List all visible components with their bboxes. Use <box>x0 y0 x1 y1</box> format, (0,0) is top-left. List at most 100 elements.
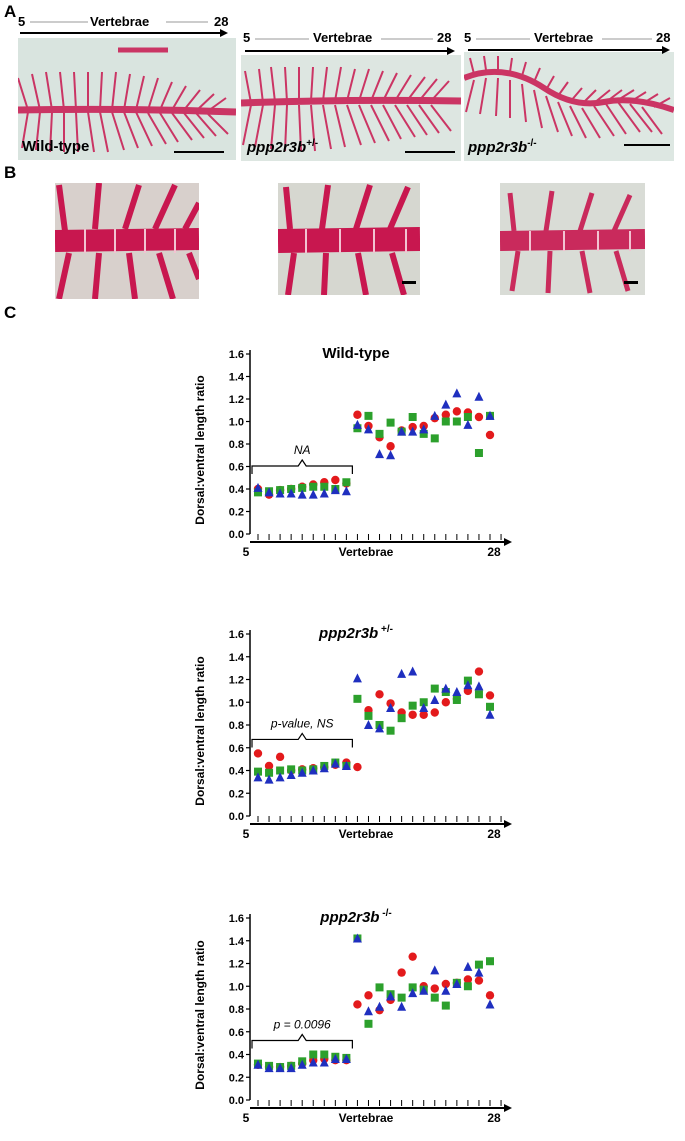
data-point-circle <box>474 667 484 676</box>
chart-title: Wild-type <box>322 345 389 362</box>
closeup-homozygous <box>500 183 645 295</box>
data-point-triangle <box>408 666 418 676</box>
data-point-circle <box>264 761 274 771</box>
data-point-triangle <box>363 1006 373 1016</box>
y-tick-label: 0.8 <box>229 720 244 732</box>
data-point-square <box>430 434 439 443</box>
data-point-circle <box>485 991 495 1000</box>
data-point-triangle <box>452 978 462 988</box>
data-point-square <box>386 418 395 427</box>
data-point-circle <box>485 430 495 440</box>
scale-bar <box>174 151 224 153</box>
data-point-circle <box>441 979 451 989</box>
data-point-square <box>474 449 483 457</box>
data-point-square <box>364 411 373 420</box>
y-tick-label: 1.2 <box>229 394 244 406</box>
closeup-wild-type <box>55 183 199 299</box>
data-point-triangle <box>363 424 373 434</box>
photo-label-heterozygous: ppp2r3b+/- <box>247 138 319 156</box>
data-point-triangle <box>253 482 263 492</box>
y-tick-label: 0.6 <box>229 462 244 474</box>
data-point-square <box>397 993 406 1002</box>
data-point-triangle <box>485 999 495 1009</box>
data-point-triangle <box>319 488 329 498</box>
y-tick-label: 1.6 <box>229 913 244 925</box>
y-tick-label: 0.6 <box>229 743 244 755</box>
data-point-circle <box>253 749 263 758</box>
y-tick-label: 0.8 <box>229 1004 244 1016</box>
data-point-triangle <box>264 487 274 497</box>
data-point-square <box>452 695 461 704</box>
data-point-triangle <box>474 391 484 401</box>
x-axis-arrowhead <box>504 1104 512 1112</box>
axis-end-label: 28 <box>656 30 671 45</box>
axis-start-label: 5 <box>243 30 251 45</box>
axis-end-label: 28 <box>437 30 452 45</box>
photo-homozygous: ppp2r3b-/- <box>464 52 674 161</box>
y-tick-label: 0.6 <box>229 1027 244 1039</box>
data-point-circle <box>408 710 417 719</box>
x-axis-arrowhead <box>504 538 512 546</box>
data-point-triangle <box>275 488 285 498</box>
bracket-label: p-value, NS <box>270 716 334 730</box>
data-point-triangle <box>419 985 429 995</box>
photo-label-homozygous: ppp2r3b-/- <box>468 138 537 156</box>
data-point-square <box>430 993 439 1002</box>
data-point-circle <box>275 752 285 762</box>
data-point-circle <box>386 442 395 451</box>
data-point-triangle <box>264 1063 274 1073</box>
data-point-triangle <box>474 681 484 691</box>
data-point-triangle <box>474 967 484 977</box>
data-point-circle <box>463 975 473 984</box>
data-point-triangle <box>430 965 440 975</box>
data-point-square <box>276 766 285 775</box>
x-axis-arrowhead <box>504 820 512 828</box>
chart-heterozygous: 0.0 0.2 0.4 0.6 0.8 1.0 1.2 1.4 1.6 Dorsal:ventra… <box>190 620 520 852</box>
y-tick-label: 1.0 <box>229 697 244 709</box>
y-tick-label: 0.2 <box>229 507 244 519</box>
vertebrae-axis-a1: 5 Vertebrae 28 <box>18 10 236 38</box>
closeup-image-wild-type <box>55 183 199 299</box>
data-point-triangle <box>319 1057 329 1067</box>
data-point-triangle <box>253 1059 263 1069</box>
x-axis-start-label: 5 <box>243 545 250 559</box>
data-point-triangle <box>330 485 340 495</box>
data-point-triangle <box>452 687 462 697</box>
skeleton-image-wild-type <box>18 38 236 160</box>
data-point-square <box>441 1001 450 1010</box>
data-point-triangle <box>352 673 362 683</box>
data-point-square <box>309 1050 318 1059</box>
data-point-triangle <box>485 709 495 719</box>
data-point-square <box>408 701 417 710</box>
axis-arrow <box>245 38 455 55</box>
data-point-triangle <box>253 772 263 782</box>
data-point-triangle <box>386 991 396 1001</box>
x-axis-end-label: 28 <box>487 1111 501 1125</box>
data-point-square <box>474 960 483 969</box>
data-point-circle <box>441 698 451 707</box>
chart-title: ppp2r3b +/- <box>318 624 393 642</box>
y-tick-label: 1.4 <box>229 372 245 384</box>
data-point-triangle <box>463 419 473 429</box>
data-point-square <box>375 983 384 992</box>
chart-homozygous: 0.0 0.2 0.4 0.6 0.8 1.0 1.2 1.4 1.6 Dorsal:ventra… <box>190 904 520 1136</box>
data-point-triangle <box>319 763 329 773</box>
data-point-square <box>486 957 494 966</box>
data-point-triangle <box>341 1054 351 1064</box>
y-axis-label: Dorsal:ventral length ratio <box>193 940 207 1089</box>
data-point-circle <box>419 710 428 719</box>
y-tick-label: 0.0 <box>229 811 244 823</box>
data-point-triangle <box>297 1059 307 1069</box>
data-point-triangle <box>375 723 385 733</box>
bracket <box>251 732 353 748</box>
y-axis-label: Dorsal:ventral length ratio <box>193 656 207 805</box>
data-point-circle <box>353 410 362 419</box>
chart-wild-type: 0.0 0.2 0.4 0.6 0.8 1.0 1.2 1.4 1.6 Dorsal:ventra… <box>190 340 520 570</box>
data-point-triangle <box>375 1001 385 1011</box>
data-point-triangle <box>297 489 307 499</box>
data-point-triangle <box>419 702 429 712</box>
data-point-square <box>254 488 262 497</box>
data-point-square <box>430 684 439 693</box>
data-point-triangle <box>308 489 318 499</box>
data-point-square <box>441 417 450 426</box>
